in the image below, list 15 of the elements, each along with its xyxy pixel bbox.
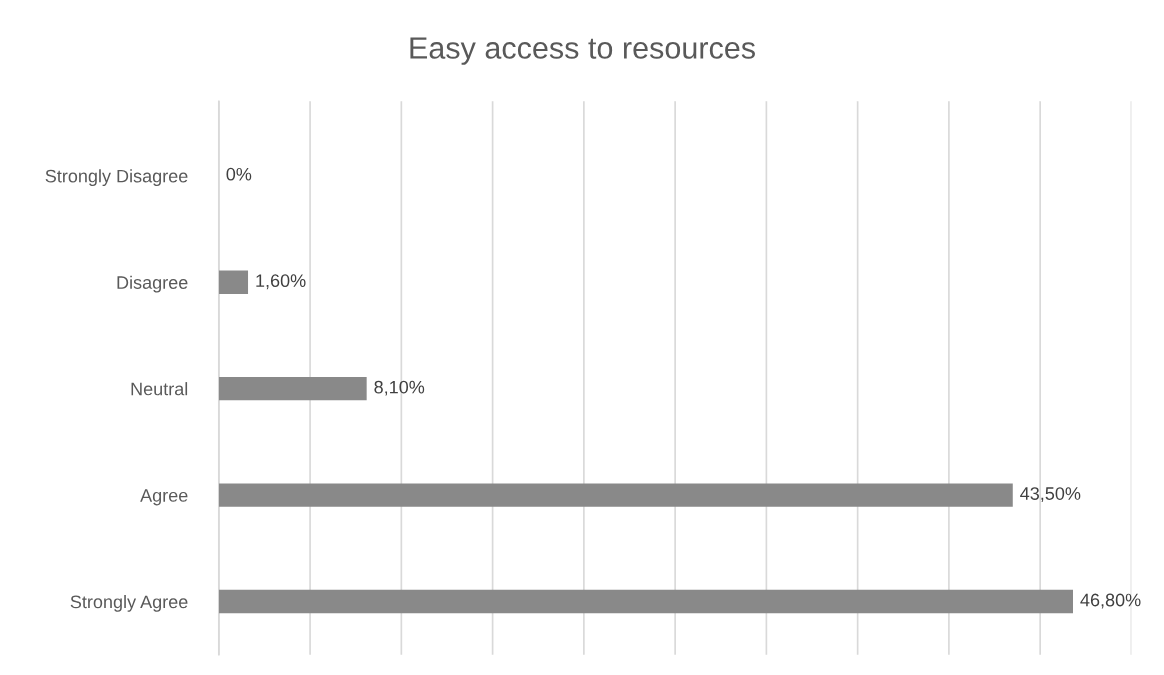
- y-tick-label: Strongly Disagree: [45, 169, 188, 187]
- chart-title: Easy access to resources: [410, 37, 755, 65]
- y-tick-label: Agree: [140, 489, 188, 506]
- data-label: 1,60%: [256, 274, 306, 290]
- data-label: 8,10%: [374, 380, 425, 396]
- y-tick-label: Disagree: [117, 275, 188, 293]
- y-tick-label: Strongly Agree: [70, 594, 188, 612]
- y-tick-label: Neutral: [131, 382, 188, 396]
- bar: [218, 589, 1073, 614]
- data-label: 43,50%: [1020, 487, 1081, 503]
- bar: [218, 483, 1013, 507]
- data-label: 0%: [226, 167, 252, 181]
- bar: [218, 270, 249, 294]
- bar: [218, 376, 367, 401]
- data-label: 46,80%: [1080, 593, 1141, 609]
